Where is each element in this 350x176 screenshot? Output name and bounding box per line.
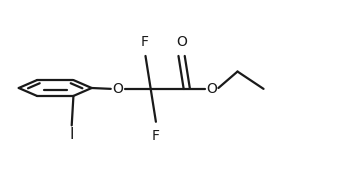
Text: F: F	[140, 35, 148, 49]
Text: F: F	[152, 129, 160, 143]
Text: O: O	[206, 82, 217, 96]
Text: O: O	[176, 35, 187, 49]
Text: O: O	[112, 82, 123, 96]
Text: I: I	[69, 127, 74, 142]
